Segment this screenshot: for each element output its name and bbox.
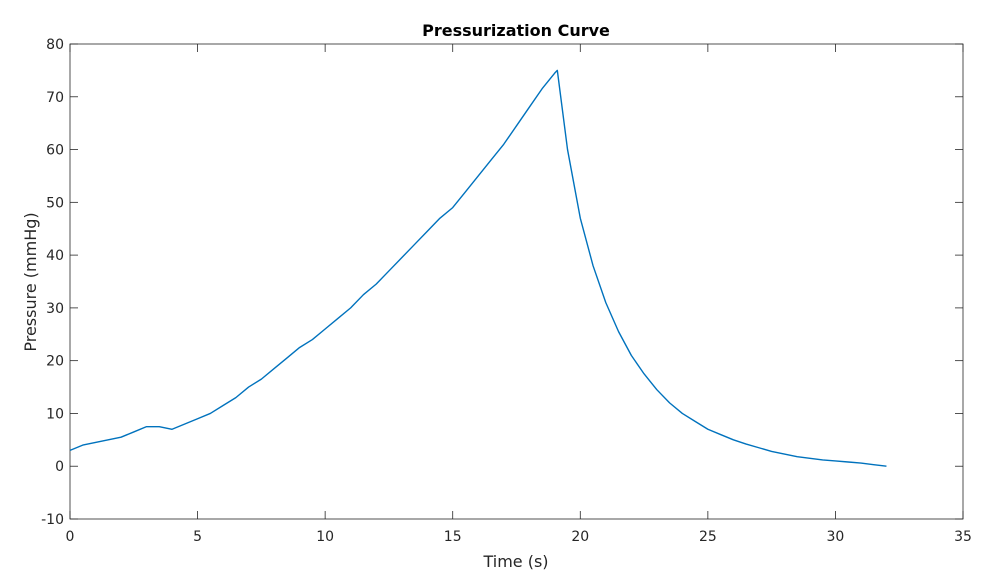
x-tick-label: 0 bbox=[66, 529, 75, 545]
chart-title: Pressurization Curve bbox=[422, 21, 610, 40]
x-tick-label: 35 bbox=[954, 529, 972, 545]
y-tick-label: -10 bbox=[41, 512, 64, 528]
x-tick-label: 20 bbox=[571, 529, 589, 545]
plot-box bbox=[69, 43, 964, 520]
y-tick-label: 50 bbox=[46, 195, 64, 211]
y-tick-label: 20 bbox=[46, 354, 64, 370]
y-tick-label: 40 bbox=[46, 248, 64, 264]
x-tick-label: 5 bbox=[193, 529, 202, 545]
series-layer bbox=[69, 69, 887, 467]
x-tick-label: 25 bbox=[699, 529, 717, 545]
y-tick-label: 60 bbox=[46, 143, 64, 159]
x-tick-label: 15 bbox=[444, 529, 462, 545]
y-tick-label: 70 bbox=[46, 90, 64, 106]
y-axis-ticks: -10 0 10 20 30 40 50 60 70 80 bbox=[41, 37, 963, 528]
y-tick-label: 30 bbox=[46, 301, 64, 317]
x-axis-label: Time (s) bbox=[482, 552, 548, 571]
y-tick-label: 0 bbox=[55, 459, 64, 475]
y-tick-label: 80 bbox=[46, 37, 64, 53]
x-axis-ticks: 0 5 10 15 20 25 30 35 bbox=[66, 44, 972, 545]
y-axis-label: Pressure (mmHg) bbox=[21, 212, 40, 351]
plot-area bbox=[69, 43, 964, 520]
series-line bbox=[69, 69, 887, 467]
x-tick-label: 30 bbox=[827, 529, 845, 545]
y-tick-label: 10 bbox=[46, 406, 64, 422]
x-tick-label: 10 bbox=[316, 529, 334, 545]
